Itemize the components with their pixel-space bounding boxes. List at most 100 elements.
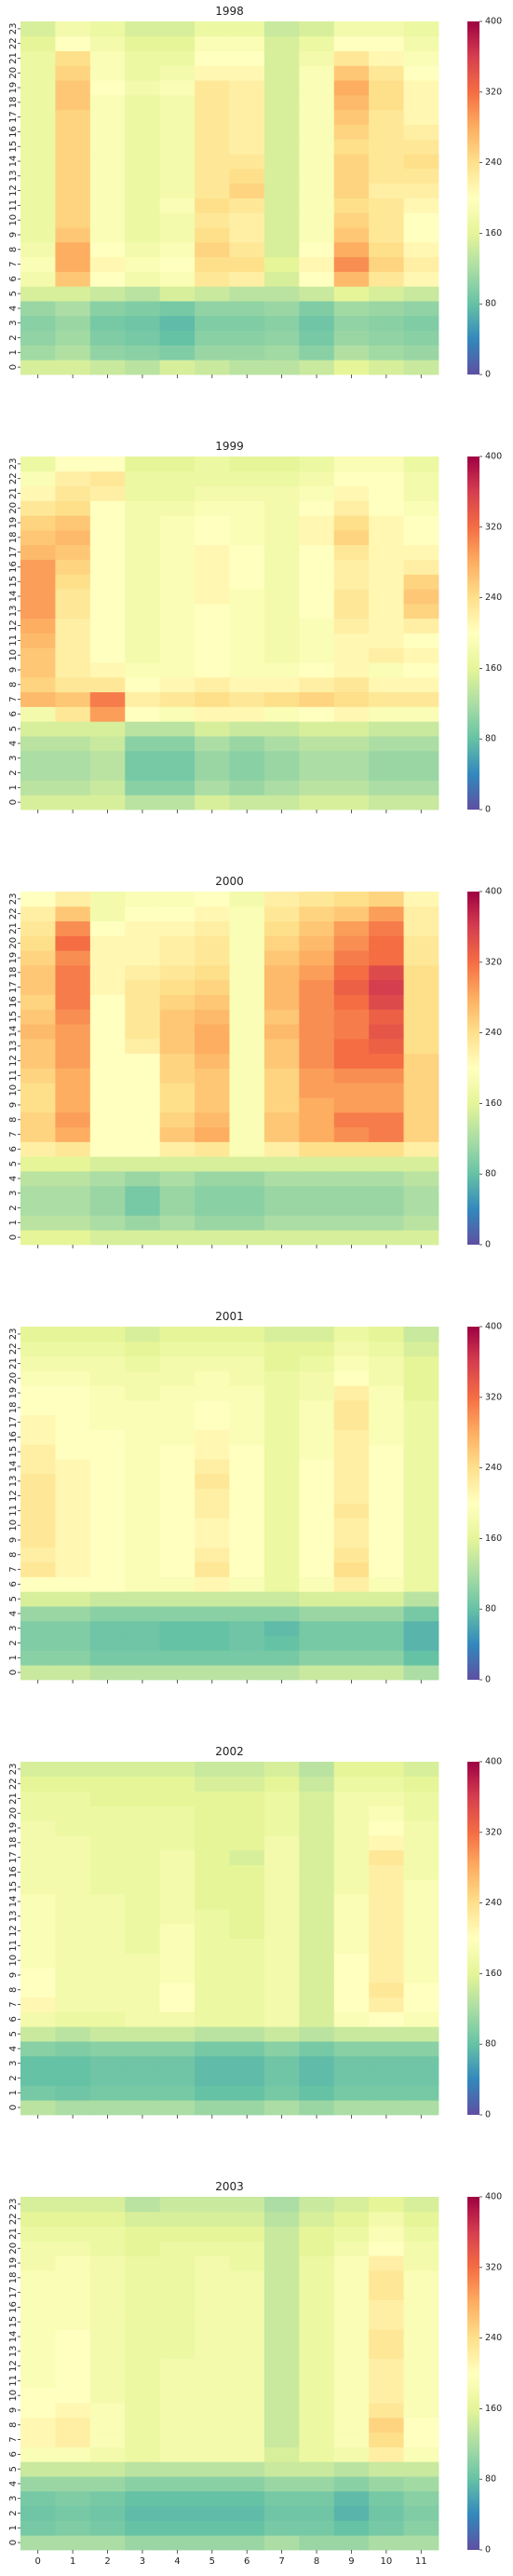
heatmap-cell <box>403 500 439 516</box>
colorbar-tick-label: 160 <box>485 663 502 674</box>
heatmap-cell <box>55 647 91 663</box>
heatmap-cell <box>333 1923 370 1939</box>
heatmap-cell <box>55 935 91 951</box>
heatmap-cell <box>55 2226 91 2242</box>
heatmap-cell <box>299 765 335 781</box>
heatmap-cell <box>333 706 370 722</box>
heatmap-cell <box>195 109 230 125</box>
heatmap-cell <box>125 2269 161 2286</box>
heatmap-cell <box>263 315 300 332</box>
heatmap-cell <box>229 1561 265 1577</box>
heatmap-cell <box>299 1156 335 1172</box>
heatmap-cell <box>333 1385 370 1401</box>
panel-title: 2001 <box>215 1310 244 1323</box>
heatmap-cell <box>333 109 370 125</box>
heatmap-cell <box>125 1650 161 1666</box>
heatmap-cell <box>229 241 265 258</box>
heatmap-cell <box>89 979 126 995</box>
heatmap-cell <box>195 139 230 155</box>
heatmap-cell <box>403 1459 439 1475</box>
heatmap-cell <box>229 1068 265 1084</box>
y-tick-label: 14 <box>8 1896 19 1908</box>
heatmap-cell <box>299 470 335 486</box>
y-tick-label: 18 <box>8 531 19 543</box>
heatmap-cell <box>403 1414 439 1430</box>
heatmap-cell <box>229 515 265 531</box>
heatmap-cell <box>403 795 439 811</box>
heatmap-cell <box>159 780 196 796</box>
heatmap-cell <box>55 1185 91 1202</box>
heatmap-cell <box>20 2358 56 2374</box>
heatmap-cell <box>263 589 300 605</box>
heatmap-cell <box>403 544 439 560</box>
heatmap-cell <box>299 1953 335 1969</box>
heatmap-cell <box>195 2329 230 2345</box>
heatmap-cell <box>403 1938 439 1954</box>
y-tick-label: 19 <box>8 82 19 94</box>
heatmap-cell <box>403 1503 439 1519</box>
heatmap-cell <box>333 2026 370 2042</box>
heatmap-cell <box>195 964 230 981</box>
heatmap-cell <box>159 1864 196 1880</box>
heatmap-cell <box>333 301 370 317</box>
y-tick-label: 14 <box>8 1461 19 1473</box>
heatmap-cell <box>229 1038 265 1055</box>
heatmap-cell <box>299 1327 335 1343</box>
heatmap-cell <box>20 2403 56 2419</box>
heatmap-cell <box>299 168 335 184</box>
y-tick-label: 16 <box>8 561 19 573</box>
heatmap-cell <box>369 485 404 501</box>
y-tick-label: 19 <box>8 1822 19 1834</box>
heatmap-cell <box>299 1650 335 1666</box>
heatmap-cell <box>369 2256 404 2271</box>
y-tick-label: 9 <box>8 1102 19 1108</box>
heatmap-cell <box>89 1185 126 1202</box>
heatmap-cell <box>55 168 91 184</box>
y-tick-label: 1 <box>8 2525 19 2530</box>
heatmap-cell <box>55 1982 91 1998</box>
heatmap-cell <box>263 2358 300 2374</box>
heatmap-cell <box>229 1503 265 1519</box>
heatmap-cell <box>89 2432 126 2447</box>
heatmap-cell <box>20 1024 56 1040</box>
heatmap-cell <box>333 1834 370 1851</box>
heatmap-cell <box>369 1665 404 1681</box>
heatmap-cell <box>159 2226 196 2242</box>
heatmap-cell <box>333 124 370 140</box>
heatmap-cell <box>333 168 370 184</box>
heatmap-cell <box>299 1083 335 1098</box>
heatmap-cell <box>299 154 335 170</box>
heatmap-cell <box>369 515 404 531</box>
heatmap-cell <box>55 1230 91 1246</box>
heatmap-cell <box>55 1038 91 1055</box>
heatmap-cell <box>403 241 439 258</box>
heatmap-cell <box>403 345 439 361</box>
heatmap-cell <box>229 2100 265 2116</box>
heatmap-cell <box>20 2535 56 2551</box>
y-tick-label: 16 <box>8 1431 19 1443</box>
heatmap-cell <box>333 1068 370 1084</box>
heatmap-cell <box>89 2490 126 2507</box>
heatmap-cell <box>333 2226 370 2242</box>
heatmap-cell <box>20 1141 56 1157</box>
heatmap-cell <box>125 1620 161 1637</box>
y-tick-label: 22 <box>8 1343 19 1355</box>
heatmap-cell <box>229 935 265 951</box>
heatmap-cell <box>229 1834 265 1851</box>
heatmap-cell <box>229 1968 265 1983</box>
heatmap-cell <box>125 2226 161 2242</box>
y-tick-label: 13 <box>8 1475 19 1487</box>
heatmap-cell <box>159 1327 196 1343</box>
heatmap-cell <box>159 2505 196 2521</box>
heatmap-cell <box>20 1097 56 1113</box>
heatmap-cell <box>229 154 265 170</box>
heatmap-cell <box>55 2256 91 2271</box>
heatmap-cell <box>299 1820 335 1836</box>
heatmap-cell <box>299 994 335 1010</box>
y-tick-label: 10 <box>8 1084 19 1097</box>
heatmap-cell <box>333 500 370 516</box>
heatmap-cell <box>20 1083 56 1098</box>
heatmap-cell <box>333 94 370 111</box>
heatmap-cell <box>125 271 161 287</box>
y-tick-label: 17 <box>8 111 19 123</box>
